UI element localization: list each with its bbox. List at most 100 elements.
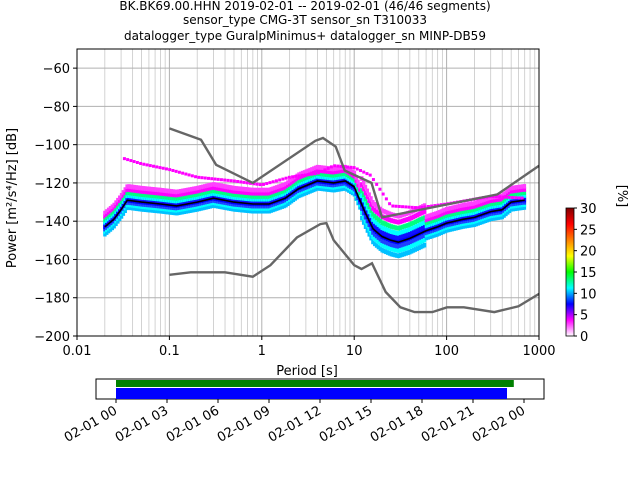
psd-envelope-cell [326, 166, 330, 170]
psd-density-cell [184, 194, 188, 199]
psd-density-cell [130, 193, 135, 199]
colorbar-tick-label: 5 [580, 309, 588, 324]
psd-density-cell [336, 169, 340, 174]
psd-density-cell [439, 218, 443, 224]
psd-density-cell [389, 242, 394, 247]
psd-density-cell [378, 236, 382, 242]
psd-density-cell [276, 187, 281, 193]
psd-density-cell [391, 218, 395, 224]
psd-density-cell [408, 222, 412, 227]
psd-density-cell [234, 189, 238, 194]
psd-envelope-cell [145, 163, 149, 167]
psd-density-cell [289, 186, 294, 192]
psd-density-cell [459, 209, 464, 215]
psd-density-cell [245, 196, 249, 202]
psd-density-cell [236, 207, 240, 213]
psd-density-cell [130, 205, 135, 211]
psd-density-cell [328, 175, 333, 181]
psd-density-cell [306, 177, 310, 183]
psd-density-cell [350, 190, 355, 196]
psd-density-cell [400, 212, 405, 218]
psd-density-cell [365, 210, 370, 215]
psd-density-cell [480, 207, 484, 213]
psd-envelope-cell [216, 177, 220, 181]
psd-density-cell [435, 214, 440, 219]
psd-density-cell [110, 225, 115, 231]
y-tick-label: −160 [34, 253, 70, 268]
psd-density-cell [147, 186, 151, 192]
psd-density-cell [489, 201, 493, 207]
psd-density-cell [415, 218, 419, 224]
psd-density-cell [234, 192, 238, 198]
psd-density-cell [458, 207, 462, 212]
psd-density-cell [199, 185, 203, 190]
psd-density-cell [184, 209, 188, 214]
psd-density-cell [249, 187, 253, 193]
psd-density-cell [105, 230, 109, 235]
psd-density-cell [454, 213, 458, 219]
psd-density-cell [387, 232, 392, 238]
psd-density-cell [446, 209, 451, 215]
psd-density-cell [400, 247, 405, 252]
psd-density-cell [452, 214, 456, 219]
psd-envelope-cell [197, 175, 201, 179]
psd-density-cell [291, 179, 296, 185]
psd-envelope-cell [336, 164, 340, 168]
x-tick-label: 10 [346, 344, 363, 359]
psd-density-cell [509, 189, 514, 194]
psd-density-cell [482, 201, 486, 206]
psd-density-cell [125, 193, 129, 199]
psd-density-cell [158, 196, 163, 202]
x-tick-label: 0.1 [159, 344, 180, 359]
psd-density-cell [236, 192, 240, 198]
colorbar-tick-label: 10 [580, 287, 597, 302]
psd-density-cell [336, 187, 340, 192]
psd-density-cell [445, 228, 449, 233]
psd-density-cell [446, 206, 451, 212]
psd-density-cell [214, 182, 218, 188]
psd-density-cell [203, 193, 207, 198]
psd-density-cell [232, 207, 236, 212]
psd-density-cell [332, 187, 336, 193]
psd-density-cell [142, 189, 146, 194]
psd-density-cell [313, 168, 318, 174]
psd-density-cell [232, 192, 236, 197]
psd-density-cell [193, 186, 198, 191]
psd-envelope-cell [242, 180, 246, 184]
psd-density-cell [269, 208, 273, 213]
psd-density-cell [203, 187, 207, 192]
psd-density-cell [119, 214, 124, 219]
psd-density-cell [441, 217, 445, 223]
psd-envelope-cell [139, 161, 143, 165]
psd-density-cell [191, 189, 196, 195]
psd-density-cell [397, 244, 401, 249]
y-tick-label: −140 [34, 215, 70, 230]
psd-density-cell [456, 210, 460, 216]
psd-density-cell [469, 222, 473, 228]
psd-envelope-cell [297, 174, 301, 178]
psd-density-cell [288, 185, 292, 191]
y-tick-label: −80 [43, 100, 70, 115]
psd-density-cell [114, 206, 118, 212]
psd-density-cell [376, 244, 381, 250]
psd-density-cell [130, 187, 135, 193]
psd-density-cell [326, 172, 331, 178]
psd-density-cell [265, 208, 270, 214]
psd-density-cell [373, 201, 377, 207]
psd-density-cell [252, 187, 257, 193]
psd-density-cell [308, 177, 312, 182]
psd-density-cell [312, 169, 316, 175]
psd-density-cell [302, 176, 307, 182]
psd-density-cell [158, 194, 163, 199]
psd-density-cell [363, 190, 368, 196]
x-axis-label: Period [s] [276, 364, 338, 379]
psd-density-cell [219, 189, 224, 195]
psd-density-cell [515, 185, 519, 190]
psd-density-cell [138, 194, 142, 200]
psd-density-cell [369, 208, 373, 213]
psd-density-cell [267, 190, 272, 196]
psd-density-cell [422, 242, 427, 248]
psd-density-cell [300, 170, 305, 176]
psd-density-cell [400, 224, 405, 230]
psd-density-cell [502, 201, 506, 206]
